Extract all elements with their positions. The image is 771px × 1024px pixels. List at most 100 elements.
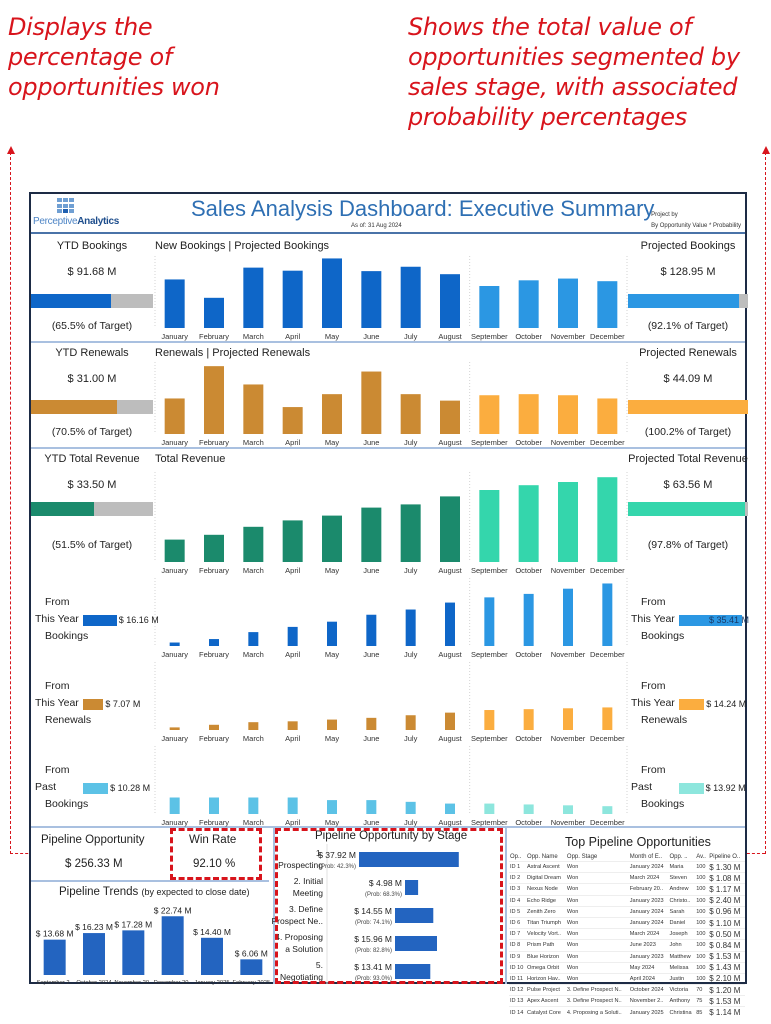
bar-april[interactable] bbox=[287, 797, 298, 815]
bar-july[interactable] bbox=[405, 609, 416, 646]
bar-november[interactable] bbox=[558, 395, 578, 434]
stage-bar[interactable] bbox=[405, 880, 419, 895]
trend-bar[interactable] bbox=[201, 937, 223, 975]
stage-bar[interactable] bbox=[359, 852, 459, 867]
bar-march[interactable] bbox=[243, 526, 264, 562]
table-row[interactable]: ID 13 Apex Ascent 3. Define Prospect N.. No… bbox=[509, 995, 745, 1007]
bar-january[interactable] bbox=[169, 642, 180, 646]
table-row[interactable]: ID 1 Astral Ascent Won January 2024 Maria 100… bbox=[509, 860, 745, 873]
bar-february[interactable] bbox=[209, 797, 219, 815]
project-by-value[interactable]: By Opportunity Value * Probability bbox=[651, 223, 741, 229]
table-row[interactable]: ID 12 Pulse Project 3. Define Prospect N..… bbox=[509, 984, 745, 996]
bar-september[interactable] bbox=[479, 286, 500, 328]
bar-october[interactable] bbox=[523, 804, 534, 814]
table-row[interactable]: ID 14 Catalyst Core 4. Proposing a Soluti.… bbox=[509, 1006, 745, 1018]
bar-december[interactable] bbox=[602, 707, 613, 730]
bar-april[interactable] bbox=[287, 626, 298, 646]
bar-february[interactable] bbox=[204, 297, 224, 328]
column-header[interactable]: Opp. Stage bbox=[566, 854, 598, 860]
bar-july[interactable] bbox=[400, 394, 421, 434]
stage-bar[interactable] bbox=[395, 936, 437, 951]
bar-july[interactable] bbox=[400, 504, 421, 562]
bar-january[interactable] bbox=[169, 727, 180, 730]
bar-january[interactable] bbox=[164, 539, 185, 562]
bar-august[interactable] bbox=[445, 803, 455, 814]
bar-december[interactable] bbox=[602, 806, 613, 814]
bar-may[interactable] bbox=[322, 515, 342, 562]
table-row[interactable]: ID 2 Digital Dream Won March 2024 Steven 100 $… bbox=[509, 872, 745, 884]
table-row[interactable]: ID 3 Nexus Node Won February 20.. Andrew 100 $… bbox=[509, 883, 745, 896]
bar-august[interactable] bbox=[440, 496, 460, 562]
bar-may[interactable] bbox=[322, 394, 342, 434]
bar-february[interactable] bbox=[209, 724, 219, 730]
bar-november[interactable] bbox=[558, 278, 578, 328]
bar-december[interactable] bbox=[597, 477, 618, 562]
trend-bar[interactable] bbox=[161, 916, 184, 975]
column-header[interactable]: Av.. bbox=[696, 854, 706, 860]
bar-october[interactable] bbox=[523, 709, 534, 730]
bar-may[interactable] bbox=[327, 719, 337, 730]
bar-april[interactable] bbox=[287, 721, 298, 730]
bar-june[interactable] bbox=[361, 507, 382, 562]
bar-march[interactable] bbox=[248, 797, 259, 815]
trend-bar[interactable] bbox=[83, 933, 105, 975]
bar-august[interactable] bbox=[440, 274, 460, 328]
bar-june[interactable] bbox=[366, 614, 377, 646]
bar-april[interactable] bbox=[282, 407, 303, 434]
column-header[interactable]: Opp. .. bbox=[669, 854, 688, 860]
bar-june[interactable] bbox=[366, 800, 377, 814]
bar-october[interactable] bbox=[518, 394, 539, 434]
table-row[interactable]: ID 10 Omega Orbit Won May 2024 Melissa 100 $ 1… bbox=[509, 961, 745, 974]
bar-december[interactable] bbox=[597, 281, 618, 328]
bar-january[interactable] bbox=[164, 279, 185, 328]
bar-july[interactable] bbox=[405, 715, 416, 730]
column-header[interactable]: Month of E.. bbox=[629, 854, 663, 860]
bar-august[interactable] bbox=[440, 400, 460, 434]
bar-march[interactable] bbox=[243, 384, 264, 434]
bar-may[interactable] bbox=[322, 258, 342, 328]
bar-june[interactable] bbox=[361, 371, 382, 434]
bar-august[interactable] bbox=[445, 602, 455, 646]
bar-october[interactable] bbox=[518, 280, 539, 328]
column-header[interactable]: Pipeline O.. bbox=[709, 854, 741, 860]
bar-may[interactable] bbox=[327, 621, 337, 646]
bar-october[interactable] bbox=[518, 485, 539, 562]
bar-july[interactable] bbox=[405, 801, 416, 814]
bar-february[interactable] bbox=[204, 366, 224, 434]
bar-february[interactable] bbox=[204, 534, 224, 562]
bar-september[interactable] bbox=[484, 597, 495, 646]
bar-november[interactable] bbox=[558, 482, 578, 562]
bar-november[interactable] bbox=[563, 708, 573, 730]
bar-september[interactable] bbox=[479, 395, 500, 434]
table-row[interactable]: ID 8 Prism Path Won June 2023 John 100 $ 0.84 … bbox=[509, 939, 745, 951]
bar-february[interactable] bbox=[209, 639, 219, 646]
table-row[interactable]: ID 11 Horizon Hav.. Won April 2024 Justin 100… bbox=[509, 972, 745, 985]
bar-december[interactable] bbox=[597, 398, 618, 434]
table-row[interactable]: ID 4 Echo Ridge Won January 2023 Christo.. 10… bbox=[509, 894, 745, 907]
bar-november[interactable] bbox=[563, 588, 573, 646]
bar-may[interactable] bbox=[327, 800, 337, 814]
trend-bar[interactable] bbox=[43, 939, 66, 975]
table-row[interactable]: ID 6 Titan Triumph Won January 2024 Daniel 10… bbox=[509, 916, 745, 929]
bar-october[interactable] bbox=[523, 593, 534, 646]
bar-august[interactable] bbox=[445, 712, 455, 730]
table-row[interactable]: ID 7 Velocity Vort.. Won March 2024 Joseph 10… bbox=[509, 928, 745, 940]
bar-december[interactable] bbox=[602, 583, 613, 646]
trend-bar[interactable] bbox=[240, 959, 263, 975]
column-header[interactable]: Opp. Name bbox=[527, 854, 558, 860]
stage-bar[interactable] bbox=[395, 964, 431, 979]
bar-june[interactable] bbox=[361, 271, 382, 328]
stage-bar[interactable] bbox=[395, 908, 434, 923]
table-row[interactable]: ID 9 Blue Horizon Won January 2023 Matthew 10… bbox=[509, 950, 745, 963]
bar-april[interactable] bbox=[282, 270, 303, 328]
bar-january[interactable] bbox=[169, 797, 180, 815]
bar-march[interactable] bbox=[248, 722, 259, 730]
bar-january[interactable] bbox=[164, 398, 185, 434]
bar-september[interactable] bbox=[484, 710, 495, 730]
bar-july[interactable] bbox=[400, 266, 421, 328]
bar-march[interactable] bbox=[248, 632, 259, 646]
bar-june[interactable] bbox=[366, 717, 377, 730]
bar-april[interactable] bbox=[282, 520, 303, 562]
trend-bar[interactable] bbox=[122, 930, 145, 975]
bar-november[interactable] bbox=[563, 805, 573, 814]
